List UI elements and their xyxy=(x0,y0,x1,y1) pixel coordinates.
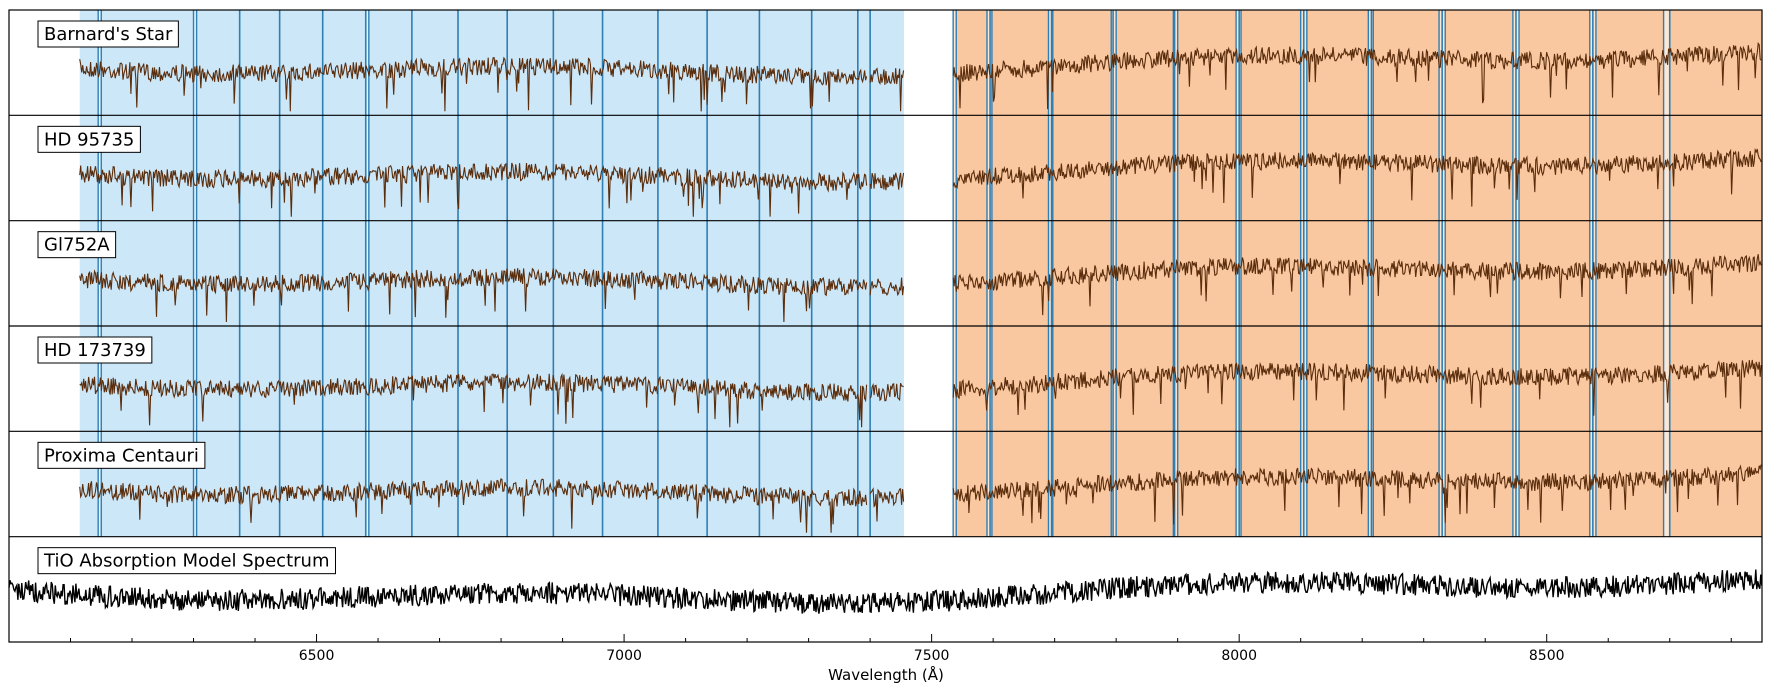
panel-frames xyxy=(8,9,1763,643)
order-gap xyxy=(1048,10,1053,537)
panel-label-box xyxy=(37,20,179,48)
panel-labels: Barnard's Star HD 95735 Gl752A HD 173739 Pro… xyxy=(37,20,336,575)
panel-label-box xyxy=(37,441,206,469)
spectrum-line-5 xyxy=(8,569,1763,614)
order-gap xyxy=(953,10,957,537)
panel-label-4: Proxima Centauri xyxy=(37,441,206,469)
spectrum-line-3 xyxy=(952,359,1762,416)
panel-label-box xyxy=(37,336,153,364)
panel-label-text: Gl752A xyxy=(44,235,110,256)
x-tick-label: 7000 xyxy=(606,648,642,664)
order-gap xyxy=(1173,10,1178,537)
panel-label-text: TiO Absorption Model Spectrum xyxy=(43,551,329,572)
panel-label-5: TiO Absorption Model Spectrum xyxy=(37,547,336,575)
x-tick-label: 7500 xyxy=(914,648,950,664)
spectrum-line-3 xyxy=(869,382,904,402)
spectrum-line-1 xyxy=(657,166,868,217)
panel-label-box xyxy=(37,125,141,153)
panel-label-1: HD 95735 xyxy=(37,125,141,153)
x-tick-label: 8500 xyxy=(1529,648,1565,664)
panel-label-text: Barnard's Star xyxy=(44,24,173,45)
panel-label-text: HD 95735 xyxy=(44,129,134,150)
spectrum-line-2 xyxy=(952,254,1762,316)
spectrum-line-2 xyxy=(79,267,658,323)
spectrum-line-1 xyxy=(952,147,1762,207)
spectrum-line-3 xyxy=(657,375,868,428)
panel-label-2: Gl752A xyxy=(37,231,117,259)
spectrum-line-2 xyxy=(869,277,905,297)
panel-label-box xyxy=(37,547,336,575)
spectrum-line-1 xyxy=(79,162,658,217)
x-axis: 6500 7000 7500 8000 8500 xyxy=(70,634,1732,664)
panel-label-text: HD 173739 xyxy=(44,340,146,361)
spectra-lines xyxy=(8,41,1763,614)
x-tick-label: 6500 xyxy=(299,648,335,664)
spectrum-line-4 xyxy=(657,483,868,533)
panel-label-text: Proxima Centauri xyxy=(44,445,199,466)
spectrum-line-0 xyxy=(952,41,1762,110)
panel-label-3: HD 173739 xyxy=(37,336,153,364)
spectrum-line-3 xyxy=(79,372,658,426)
spectrum-line-2 xyxy=(657,271,868,323)
spectrum-line-4 xyxy=(952,464,1762,525)
panel-label-box xyxy=(37,231,117,259)
order-gap xyxy=(365,10,369,537)
panel-label-0: Barnard's Star xyxy=(37,20,179,48)
spectrum-line-0 xyxy=(869,67,905,112)
order-gap xyxy=(193,10,197,537)
spectrum-line-4 xyxy=(869,487,905,522)
spectrum-line-0 xyxy=(79,56,658,112)
x-tick-label: 8000 xyxy=(1221,648,1257,664)
spectrum-line-4 xyxy=(79,478,658,529)
orange-band xyxy=(953,10,1762,537)
spectrum-line-1 xyxy=(869,172,905,191)
x-axis-label: Wavelength (Å) xyxy=(828,665,944,684)
order-gap xyxy=(98,10,102,537)
spectrum-line-0 xyxy=(657,61,868,112)
